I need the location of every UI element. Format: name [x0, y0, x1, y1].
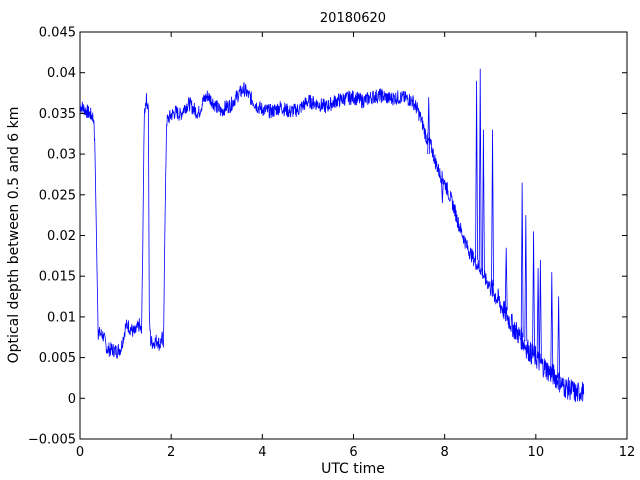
y-axis-label: Optical depth between 0.5 and 6 km: [6, 107, 22, 364]
y-tick-label: 0.04: [47, 66, 76, 81]
x-tick-label: 4: [258, 445, 266, 460]
optical-depth-series-line: [79, 82, 585, 403]
series-spike: [536, 268, 540, 358]
series-spike: [491, 129, 494, 286]
y-tick-label: 0: [68, 392, 76, 407]
series-spike: [538, 259, 542, 362]
series-spike: [557, 296, 561, 378]
series-spike: [520, 182, 524, 338]
y-axis: −0.005 0 0.005 0.01 0.015 0.02 0.025 0.03 0.035 0…: [28, 26, 627, 448]
series-spike: [532, 231, 535, 354]
x-tick-label: 8: [441, 445, 449, 460]
y-tick-label: 0.045: [39, 26, 76, 41]
plot-area: 0 2 4 6 8 10 12 −0.00500.0050.010.0150.020.025…: [28, 26, 635, 461]
y-tick-label: 0.015: [39, 270, 76, 285]
chart-title: 20180620: [320, 11, 386, 26]
series-spike: [427, 97, 431, 155]
x-tick-label: 6: [349, 445, 357, 460]
y-tick-label: 0.02: [47, 229, 76, 244]
x-tick-label: 10: [528, 445, 545, 460]
x-tick-label: 0: [76, 445, 84, 460]
y-tick-label: 0.01: [47, 310, 76, 325]
y-tick-label: 0.03: [47, 148, 76, 163]
series-spike: [524, 215, 528, 342]
x-axis-label: UTC time: [321, 461, 385, 477]
series-spike: [478, 68, 482, 269]
data-layer: [79, 68, 585, 403]
x-tick-label: 12: [619, 445, 636, 460]
series-spike: [504, 247, 508, 311]
y-tick-label: 0.025: [39, 188, 76, 203]
y-tick-label: 0.035: [39, 107, 76, 122]
x-tick-label: 2: [167, 445, 175, 460]
y-tick-label: 0.005: [39, 351, 76, 366]
series-spike: [482, 129, 485, 273]
x-axis: 0 2 4 6 8 10 12: [76, 32, 635, 460]
y-tick-label: −0.005: [28, 433, 76, 448]
series-spike: [475, 80, 478, 260]
series-spike: [440, 178, 444, 203]
series-spike: [550, 272, 554, 373]
